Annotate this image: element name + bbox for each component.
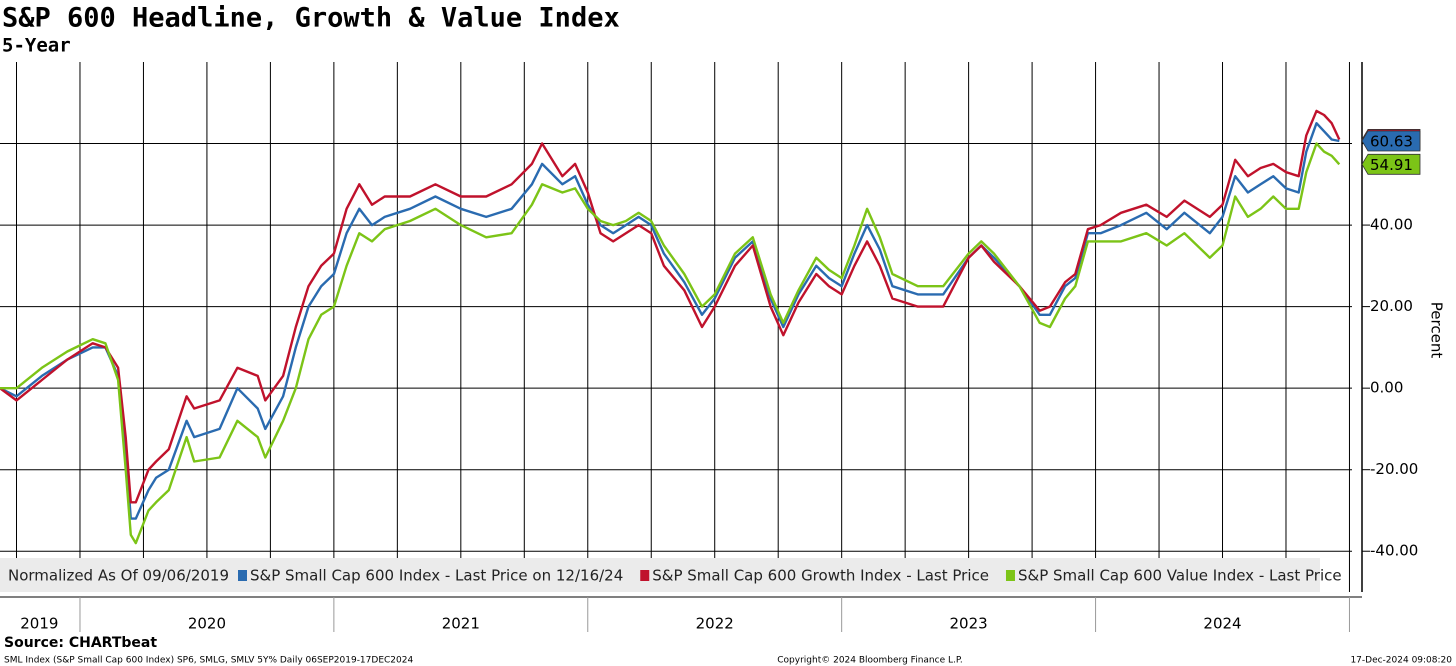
end-value-box [1361, 153, 1421, 175]
series-line [0, 142, 1341, 545]
footer-right: 17-Dec-2024 09:08:20 [1350, 656, 1452, 666]
legend-label: S&P Small Cap 600 Growth Index - Last Pr… [652, 567, 989, 585]
y-axis-title: Percent [1428, 302, 1446, 359]
x-tick-label: 2024 [1203, 615, 1241, 633]
chart-subtitle: 5-Year [2, 35, 71, 57]
y-tick-label: 20.00 [1370, 297, 1413, 315]
y-tick-label: 0.00 [1370, 379, 1403, 397]
legend-swatch [238, 570, 247, 581]
y-tick-label: 40.00 [1370, 216, 1413, 234]
end-value-box [1361, 130, 1421, 152]
legend-label: S&P Small Cap 600 Index - Last Price on … [250, 567, 623, 585]
footer-center: Copyright© 2024 Bloomberg Finance L.P. [777, 656, 962, 666]
source: Source: CHARTbeat [4, 635, 157, 651]
x-tick-label: 2019 [20, 615, 58, 633]
y-tick-label: -20.00 [1370, 460, 1418, 478]
x-tick-label: 2022 [696, 615, 734, 633]
series-line [0, 109, 1341, 504]
x-tick-label: 2020 [188, 615, 226, 633]
legend-swatch [640, 570, 650, 581]
x-tick-label: 2023 [950, 615, 988, 633]
legend-swatch [1005, 570, 1015, 581]
legend-note: Normalized As Of 09/06/2019 [8, 567, 229, 585]
series-line [0, 122, 1340, 520]
end-value-label: 54.91 [1370, 156, 1413, 174]
legend-box [0, 558, 1320, 592]
y-tick-label: -40.00 [1370, 542, 1418, 560]
x-tick-label: 2021 [442, 615, 480, 633]
chart-title: S&P 600 Headline, Growth & Value Index [2, 3, 620, 34]
end-value-label: 60.63 [1370, 132, 1413, 150]
footer-left: SML Index (S&P Small Cap 600 Index) SP6,… [4, 656, 413, 666]
legend-label: S&P Small Cap 600 Value Index - Last Pri… [1018, 567, 1342, 585]
